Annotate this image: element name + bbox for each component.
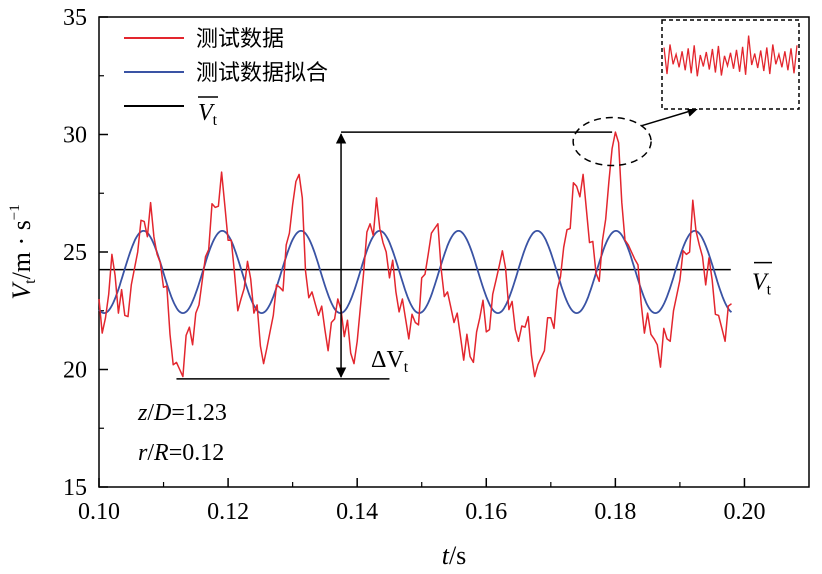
fit-series-line	[98, 229, 733, 315]
z-over-d-text: z/D=1.23	[137, 400, 227, 426]
x-tick-label: 0.18	[594, 499, 636, 525]
zoom-inset-box	[661, 19, 800, 110]
legend-label-mean: Vt	[198, 96, 218, 129]
x-tick-label: 0.10	[78, 499, 120, 525]
zoom-arrow	[641, 106, 699, 127]
zoom-ellipse	[572, 116, 652, 167]
y-tick-label: 30	[63, 123, 87, 149]
r-over-r-text: r/R=0.12	[138, 440, 224, 466]
legend-label-fit: 测试数据拟合	[196, 61, 328, 86]
annotation-layer: Vt ΔVt z/D=1.23 r/R=0.12	[137, 19, 800, 466]
x-axis-ticks: 0.10 0.12 0.14 0.16 0.18 0.20	[78, 478, 765, 525]
x-tick-label: 0.12	[207, 499, 249, 525]
legend: 测试数据 测试数据拟合 Vt	[124, 27, 328, 129]
y-axis-ticks: 15 20 25 30 35	[63, 5, 108, 501]
x-tick-label: 0.20	[723, 499, 765, 525]
legend-label-test-data: 测试数据	[196, 27, 284, 52]
zoom-inset-trace	[663, 35, 798, 77]
mean-line-label: Vt	[752, 261, 772, 299]
x-tick-label: 0.14	[336, 499, 378, 525]
test-data-series-line	[98, 131, 732, 378]
mean-label-text: Vt	[752, 270, 772, 299]
delta-label-text: ΔVt	[371, 347, 409, 376]
y-axis-title: Vt/m · s−1	[7, 204, 39, 300]
legend-mean-text: Vt	[198, 100, 218, 129]
x-axis-title: t/s	[442, 541, 467, 570]
y-tick-label: 35	[63, 5, 87, 31]
y-tick-label: 15	[63, 475, 87, 501]
y-tick-label: 25	[63, 240, 87, 266]
series-layer	[98, 131, 733, 378]
x-tick-label: 0.16	[465, 499, 507, 525]
y-tick-label: 20	[63, 358, 87, 384]
